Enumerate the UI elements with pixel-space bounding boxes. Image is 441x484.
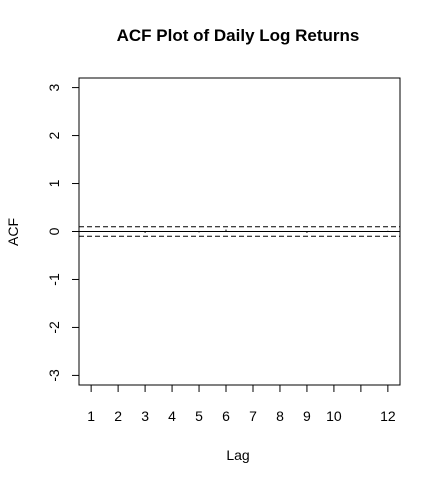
x-tick-label: 6 (222, 408, 230, 424)
x-tick-label: 3 (141, 408, 149, 424)
y-tick-label: 0 (46, 227, 62, 235)
y-axis-label: ACF (5, 218, 21, 246)
chart-title: ACF Plot of Daily Log Returns (117, 26, 360, 45)
y-axis: -3 -2 -1 0 1 2 3 (46, 83, 80, 382)
x-tick-label: 10 (326, 408, 342, 424)
x-tick-label: 12 (380, 408, 396, 424)
x-tick-label: 7 (249, 408, 257, 424)
y-tick-label: 3 (46, 83, 62, 91)
plot-marks (79, 226, 400, 237)
x-tick-label: 9 (303, 408, 311, 424)
x-tick-label: 1 (87, 408, 95, 424)
x-tick-label: 4 (168, 408, 176, 424)
y-tick-label: -2 (46, 321, 62, 334)
y-tick-label: -3 (46, 369, 62, 382)
y-tick-label: 2 (46, 131, 62, 139)
y-tick-label: 1 (46, 179, 62, 187)
x-tick-label: 2 (114, 408, 122, 424)
y-tick-label: -1 (46, 273, 62, 286)
x-axis-label: Lag (226, 447, 249, 463)
x-axis: 1 2 3 4 5 6 7 8 9 10 12 (87, 384, 396, 424)
x-tick-label: 8 (276, 408, 284, 424)
x-tick-label: 5 (195, 408, 203, 424)
